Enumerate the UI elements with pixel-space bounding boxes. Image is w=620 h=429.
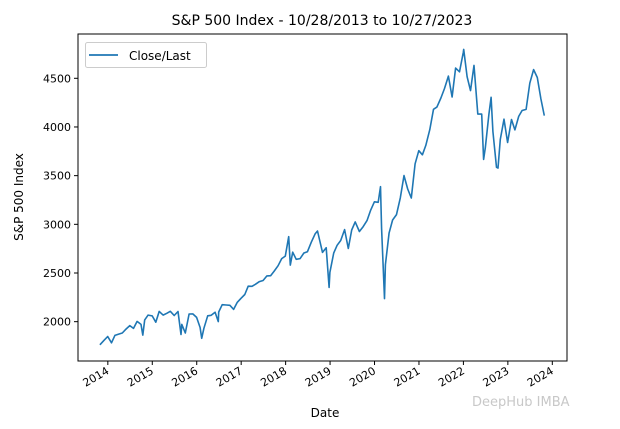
y-tick-label: 2500 <box>43 267 71 280</box>
plot-frame <box>77 33 568 362</box>
y-tick-label: 3500 <box>43 170 71 183</box>
chart-title: S&P 500 Index - 10/28/2013 to 10/27/2023 <box>172 13 473 29</box>
x-tick-label: 2020 <box>347 364 378 389</box>
legend: Close/Last <box>85 42 207 68</box>
x-tick-label: 2018 <box>258 364 289 389</box>
watermark: DeepHub IMBA <box>472 395 570 410</box>
x-axis: 2014 2015 2016 2017 2018 2019 2020 2021 2022 2023… <box>81 361 556 390</box>
y-tick-label: 2000 <box>43 316 71 329</box>
legend-box <box>85 42 207 68</box>
y-axis: 2000 2500 3000 3500 4000 4500 <box>43 72 78 329</box>
y-tick-label: 3000 <box>43 218 71 231</box>
y-tick-label: 4000 <box>43 121 71 134</box>
x-tick-label: 2019 <box>303 364 334 389</box>
x-tick-label: 2016 <box>169 364 200 389</box>
x-tick-label: 2014 <box>81 364 112 389</box>
y-tick-label: 4500 <box>43 72 71 85</box>
series-line-close-last <box>99 48 546 346</box>
x-tick-label: 2017 <box>214 364 245 389</box>
y-axis-label: S&P 500 Index <box>12 153 26 241</box>
x-axis-label: Date <box>311 406 340 420</box>
x-tick-label: 2023 <box>481 364 512 389</box>
legend-label: Close/Last <box>129 49 191 63</box>
x-tick-label: 2015 <box>125 364 156 389</box>
x-tick-label: 2022 <box>436 364 467 389</box>
x-tick-label: 2024 <box>525 364 556 389</box>
x-tick-label: 2021 <box>392 364 423 389</box>
